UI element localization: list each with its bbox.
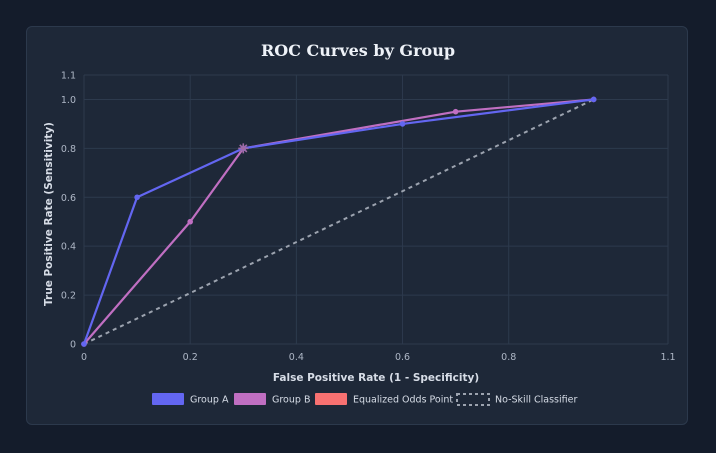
data-point: [590, 96, 597, 103]
ticks: 0 0.2 0.4 0.6 0.8 1.1 0 0.2 0.4 0.6 0.8 1.0 1.1: [61, 71, 676, 364]
equalized-odds-marker: [238, 143, 249, 154]
data-point: [399, 121, 406, 127]
legend-swatch: [456, 393, 490, 406]
data-point: [81, 341, 87, 347]
legend-swatch: [315, 393, 347, 405]
y-tick-label: 0: [70, 340, 76, 351]
grid: [83, 74, 669, 345]
legend-swatch: [152, 393, 184, 405]
chart-title: ROC Curves by Group: [261, 41, 455, 60]
y-tick-label: 0.6: [61, 193, 76, 204]
data-point: [187, 218, 193, 225]
legend-label: Group A: [190, 395, 229, 406]
x-tick-label: 0.6: [395, 352, 410, 363]
y-axis-label: True Positive Rate (Sensitivity): [43, 122, 55, 306]
data-point: [134, 194, 140, 201]
chart-panel: [26, 26, 688, 425]
series-lines: [82, 98, 595, 345]
legend-swatch: [234, 393, 266, 405]
legend-item-equalized-odds-point[interactable]: Equalized Odds Point: [315, 393, 453, 406]
legend-item-no-skill-classifier[interactable]: No-Skill Classifier: [456, 393, 577, 406]
legend-label: No-Skill Classifier: [495, 395, 577, 406]
series-points: [81, 96, 597, 347]
y-tick-label: 1.1: [61, 71, 76, 82]
y-tick-label: 1.0: [61, 95, 76, 106]
legend-item-group-b[interactable]: Group B: [234, 393, 310, 406]
y-tick-label: 0.4: [61, 242, 76, 253]
x-tick-label: 0.2: [183, 352, 198, 363]
legend-label: Equalized Odds Point: [353, 395, 453, 406]
legend[interactable]: Group A Group B Equalized Odds Point No-Ski…: [152, 393, 577, 406]
legend-item-group-a[interactable]: Group A: [152, 393, 229, 406]
x-tick-label: 1.1: [660, 352, 675, 363]
y-tick-label: 0.2: [61, 291, 76, 302]
x-tick-label: 0: [81, 352, 87, 363]
data-point: [452, 108, 459, 115]
series-line-no-skill-classifier: [83, 98, 595, 345]
legend-label: Group B: [272, 395, 310, 406]
x-tick-label: 0.8: [501, 352, 516, 363]
x-tick-label: 0.4: [289, 352, 304, 363]
y-tick-label: 0.8: [61, 144, 76, 155]
x-axis-label: False Positive Rate (1 - Specificity): [273, 372, 479, 384]
